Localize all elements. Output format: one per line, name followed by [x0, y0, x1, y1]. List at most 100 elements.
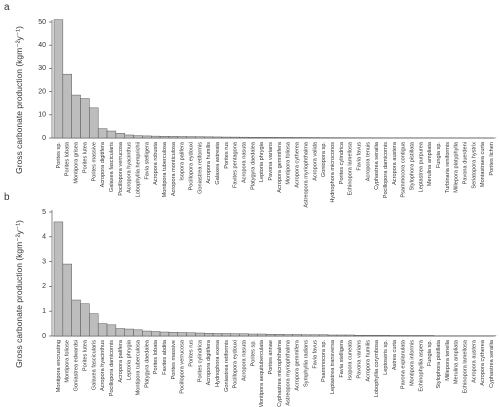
x-tick-label: Porites massive [91, 142, 97, 181]
x-tick-label: Favia stelligera [144, 141, 150, 180]
bar [106, 130, 117, 139]
x-tick-label: Galaxea fascicularis [109, 142, 115, 192]
panel-label: a [4, 2, 10, 13]
x-tick-label: Goniastrea retiformis [197, 142, 203, 194]
x-tick-label: Astreopora myriophthalma [286, 339, 292, 405]
y-tick-label: 40 [38, 42, 46, 49]
bar [292, 334, 302, 337]
bar [345, 334, 355, 337]
y-tick-label: 0 [42, 333, 46, 340]
bar [124, 328, 134, 337]
bar [221, 136, 232, 139]
bar [133, 135, 143, 139]
x-tick-label: Cyphastrea serailia [489, 339, 495, 388]
bar [177, 136, 187, 139]
x-tick-label: Acropora robusta [153, 141, 159, 185]
x-tick-label: Stylophora pistillata [410, 141, 416, 190]
bar [97, 323, 108, 337]
x-tick-label: Millepora tenella [445, 339, 451, 381]
bar [230, 136, 240, 139]
bar [274, 334, 285, 337]
x-tick-label: Acropora nasuta [242, 339, 248, 381]
x-tick-label: Psammocora sp. [321, 340, 327, 382]
y-axis-label: Gross carbonate production (kgm⁻²y⁻¹) [14, 220, 24, 368]
bar [363, 335, 373, 337]
x-tick-label: Porites lobata [153, 339, 159, 374]
bar [212, 333, 223, 337]
x-tick-label: Isopora cuneata [348, 339, 354, 380]
bar [159, 136, 170, 139]
x-tick-label: Goniopora sp. [321, 142, 327, 178]
x-tick-label: Lobophyllia corymbosa [374, 339, 380, 397]
x-tick-label: Acropora digitifera [100, 141, 106, 187]
bar [71, 94, 81, 139]
x-tick-label: Merulina ampliata [454, 339, 460, 384]
y-tick-label: 4 [42, 234, 46, 241]
x-tick-label: Porites massive [171, 340, 177, 379]
bar [204, 136, 214, 139]
x-tick-label: Acropora humilis [206, 142, 212, 184]
x-tick-label: Fungia sp. [427, 340, 433, 367]
bar [62, 263, 72, 337]
bar [186, 332, 196, 337]
bar [150, 135, 161, 139]
bar [292, 137, 302, 139]
bar [354, 335, 364, 337]
bar [150, 331, 161, 337]
x-tick-label: Goniastrea retiformis [224, 340, 230, 392]
x-tick-label: Pocillopora damicornis [383, 142, 389, 198]
bar [168, 332, 179, 337]
x-tick-label: Favia favus [312, 340, 318, 369]
x-tick-label: Montipora tuberculosa [135, 339, 141, 395]
x-tick-label: Millepora platyphylla [454, 141, 460, 193]
x-tick-label: Leptoria phrygia [259, 141, 265, 182]
x-tick-label: Pavona explanulata [401, 339, 407, 389]
bar [248, 333, 258, 337]
bar [257, 333, 267, 337]
x-tick-label: Pocillopora eydouxi [189, 142, 195, 191]
x-tick-label: Montipora tuberculosa [162, 141, 168, 197]
bar [106, 324, 117, 337]
y-tick-label: 5 [42, 209, 46, 216]
bar [248, 137, 258, 139]
bar [274, 137, 285, 139]
bar [89, 313, 99, 337]
x-tick-label: Favia favus [356, 142, 362, 171]
y-tick-label: 30 [38, 65, 46, 72]
bar [310, 334, 320, 337]
x-tick-label: Acropora gemmifera [277, 141, 283, 193]
bar [283, 334, 293, 337]
x-tick-label: Porites rus [189, 340, 195, 367]
x-tick-label: Acropora humilis [365, 340, 371, 382]
x-tick-label: Favites abdita [162, 339, 168, 375]
y-tick-label: 50 [38, 19, 46, 26]
bar [327, 334, 338, 337]
x-tick-label: Galaxea astreata [215, 141, 221, 184]
x-tick-label: Pavona varians [356, 340, 362, 379]
bar [257, 137, 267, 139]
y-tick-label: 2 [42, 283, 46, 290]
bar [124, 134, 134, 139]
x-tick-label: Platygyra daedalea [250, 141, 256, 190]
x-tick-label: Cyphastrea microphthalma [277, 339, 283, 407]
y-tick-label: 10 [38, 112, 46, 119]
x-tick-label: Acropora austera [471, 339, 477, 383]
x-tick-label: Acropora nasuta [242, 141, 248, 183]
bar [80, 98, 90, 139]
bar [371, 335, 382, 337]
x-tick-label: Acropora cytherea [480, 339, 486, 386]
x-tick-label: Porites lobata [65, 141, 71, 176]
bar [380, 335, 391, 337]
x-tick-label: Pavona varians [268, 142, 274, 181]
x-tick-label: Galaxea fascicularis [91, 340, 97, 390]
bar [230, 333, 240, 337]
x-tick-label: Acropora digitifera [206, 339, 212, 385]
bar [186, 136, 196, 139]
panel-label: b [4, 192, 10, 203]
x-tick-label: Isopora palifera [180, 141, 186, 180]
bar [115, 328, 125, 337]
bar [239, 136, 249, 139]
bar [177, 332, 187, 337]
x-tick-label: Montipora grisea [74, 141, 80, 184]
